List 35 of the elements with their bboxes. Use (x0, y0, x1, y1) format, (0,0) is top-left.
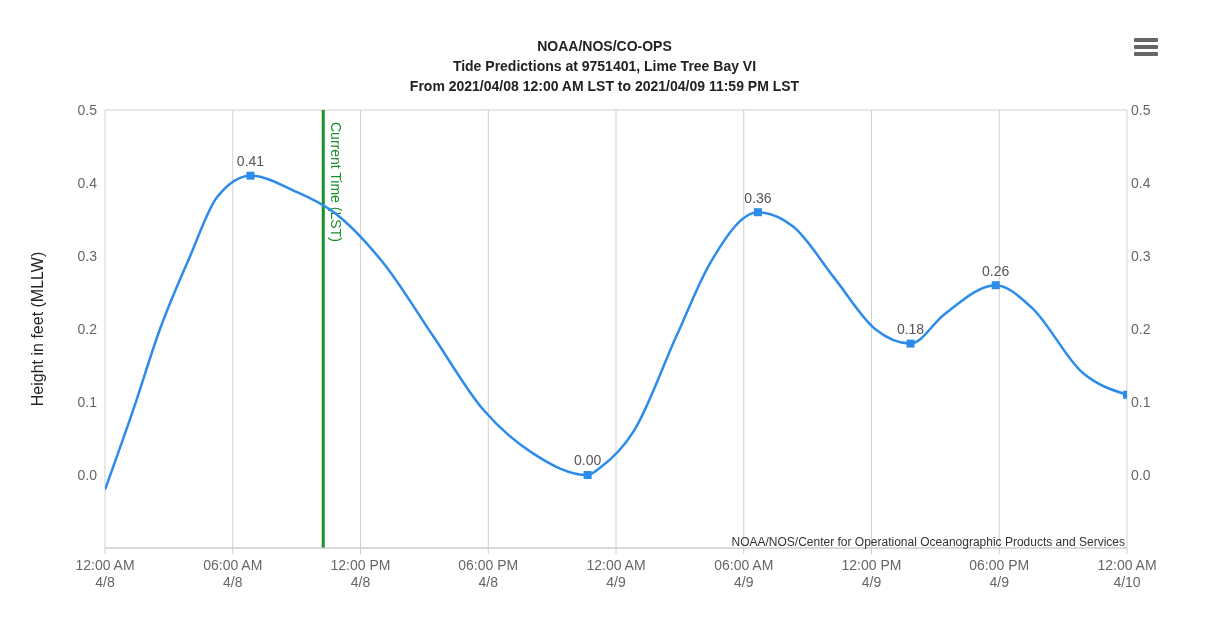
y2-tick-label: 0.2 (1131, 320, 1151, 337)
chart-subtitle: Tide Predictions at 9751401, Lime Tree Bay VI From 2021/04/08 12:00 AM LST to 2021/04/09 11:59 PM LST (408, 57, 801, 96)
y2-tick-label: 0.3 (1131, 247, 1151, 264)
x-tick-label: 06:00 AM 4/9 (714, 557, 774, 590)
point (583, 471, 592, 479)
point (753, 208, 762, 217)
y2-tick-label: 0.0 (1131, 466, 1151, 483)
point (906, 339, 915, 348)
y-tick-label: 0.1 (77, 393, 98, 410)
x-tick-label: 12:00 AM 4/8 (75, 557, 135, 590)
y2-tick-label: 0.5 (1131, 101, 1151, 118)
y2-tick-label: 0.4 (1131, 174, 1151, 191)
chart-title: NOAA/NOS/CO-OPS (536, 37, 673, 56)
data-label: 0.18 (896, 321, 925, 338)
annotation: NOAA/NOS/Center for Operational Oceanographic Products and Services (731, 535, 1125, 549)
data-label: 0.41 (236, 153, 265, 170)
data-label: 0.00 (573, 452, 602, 469)
x-tick-label: 12:00 PM 4/8 (330, 557, 391, 590)
y-tick-label: 0.5 (77, 101, 98, 118)
y-axis-title: Height in feet (MLLW) (28, 251, 46, 407)
data-label: 0.26 (982, 262, 1010, 279)
y-tick-label: 0.4 (77, 174, 98, 191)
y-tick-label: 0.2 (77, 320, 98, 337)
x-tick-label: 06:00 PM 4/8 (458, 557, 519, 590)
x-tick-label: 12:00 PM 4/9 (841, 557, 902, 590)
x-tick-label: 12:00 AM 4/10 (1097, 557, 1157, 590)
x-tick-label: 12:00 AM 4/9 (586, 557, 646, 590)
point (246, 171, 255, 180)
data-label: 0.36 (744, 189, 772, 206)
y-tick-label: 0.0 (77, 466, 98, 483)
x-tick-label: 06:00 AM 4/8 (203, 557, 263, 590)
y2-tick-label: 0.1 (1131, 393, 1151, 410)
x-tick-label: 06:00 PM 4/9 (969, 557, 1030, 590)
y-tick-label: 0.3 (77, 247, 98, 264)
point (991, 281, 1000, 290)
